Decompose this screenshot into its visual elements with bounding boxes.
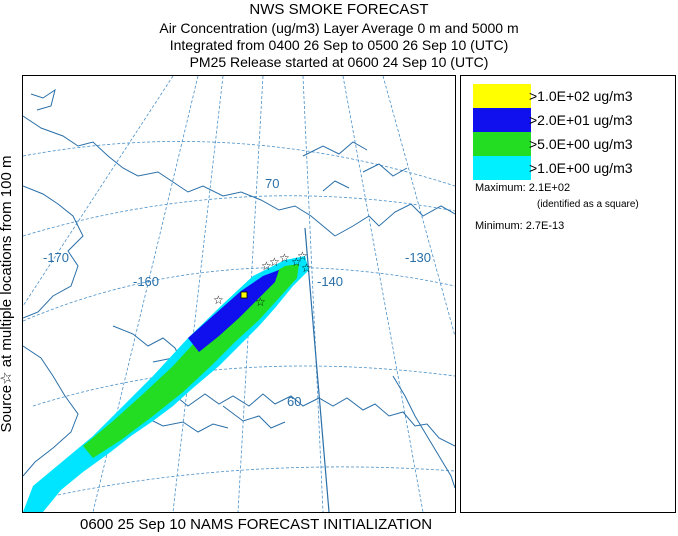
legend-label: >2.0E+01 ug/m3 xyxy=(529,112,633,128)
legend-swatch xyxy=(473,108,531,132)
map-canvas: ☆ ☆ ☆ ☆ ☆ ☆ ☆ ☆ 70 60 -170 -160 -140 -13… xyxy=(23,76,455,512)
coast-kodiak xyxy=(222,405,286,429)
legend-label: >1.0E+02 ug/m3 xyxy=(529,88,633,104)
legend-swatch xyxy=(473,132,531,156)
lat-75-line xyxy=(23,141,455,187)
lon-130-label: -130 xyxy=(405,250,431,265)
lon-140-line xyxy=(302,76,324,512)
coast-panhandle xyxy=(392,375,455,489)
lon-170-label: -170 xyxy=(43,250,69,265)
map-panel: ☆ ☆ ☆ ☆ ☆ ☆ ☆ ☆ 70 60 -170 -160 -140 -13… xyxy=(22,75,456,513)
forecast-parameter-line: Air Concentration (ug/m3) Layer Average … xyxy=(159,20,519,36)
maximum-label: Maximum: 2.1E+02 xyxy=(475,182,571,194)
legend-item-yellow: >1.0E+02 ug/m3 xyxy=(473,84,673,108)
plume-green-level xyxy=(83,264,299,458)
coast-chukotka xyxy=(23,185,84,319)
forecast-title: NWS SMOKE FORECAST xyxy=(249,1,429,18)
lon-120-line xyxy=(382,76,455,337)
source-markers: ☆ ☆ ☆ ☆ ☆ ☆ ☆ ☆ xyxy=(213,249,312,309)
lat-70-label: 70 xyxy=(265,176,279,191)
source-star: ☆ xyxy=(291,255,302,269)
source-star: ☆ xyxy=(301,261,312,275)
initialization-footer: 0600 25 Sep 10 NAMS FORECAST INITIALIZAT… xyxy=(80,516,433,533)
lat-70-line xyxy=(23,195,455,237)
legend-label: >5.0E+00 ug/m3 xyxy=(529,136,633,152)
legend-item-cyan: >1.0E+00 ug/m3 xyxy=(473,156,673,180)
maximum-note: (identified as a square) xyxy=(537,199,639,210)
source-star: ☆ xyxy=(297,249,308,263)
legend-panel: >1.0E+02 ug/m3 >2.0E+01 ug/m3 >5.0E+00 u… xyxy=(460,75,676,513)
source-star: ☆ xyxy=(213,293,224,307)
graticule xyxy=(23,76,455,512)
source-star: ☆ xyxy=(279,251,290,265)
source-star: ☆ xyxy=(261,259,272,273)
minimum-label: Minimum: 2.7E-13 xyxy=(475,220,565,232)
lon-150-line xyxy=(237,76,264,512)
lat-60-line xyxy=(32,365,455,407)
coastlines xyxy=(23,88,455,489)
maximum-square-marker xyxy=(240,291,248,299)
forecast-release-line: PM25 Release started at 0600 24 Sep 10 (… xyxy=(189,54,489,70)
legend-item-blue: >2.0E+01 ug/m3 xyxy=(473,108,673,132)
legend-label: >1.0E+00 ug/m3 xyxy=(529,160,633,176)
source-star: ☆ xyxy=(269,255,280,269)
lon-160-line xyxy=(172,76,224,512)
forecast-integration-line: Integrated from 0400 26 Sep to 0500 26 S… xyxy=(169,37,509,53)
lon-180-line xyxy=(23,76,174,307)
legend-swatch xyxy=(473,156,531,180)
lat-60-label: 60 xyxy=(287,394,301,409)
legend-item-green: >5.0E+00 ug/m3 xyxy=(473,132,673,156)
coast-wrangel xyxy=(30,88,56,111)
coast-islands-1 xyxy=(302,141,368,157)
coast-kamchatka xyxy=(23,345,79,477)
coast-arctic xyxy=(23,115,336,237)
lon-130-line xyxy=(342,76,424,512)
source-star: ☆ xyxy=(255,295,266,309)
lat-65-line xyxy=(23,267,455,322)
coast-islands-2 xyxy=(362,163,408,177)
lon-140-label: -140 xyxy=(317,274,343,289)
smoke-plume xyxy=(23,256,309,512)
coast-islands-3 xyxy=(322,180,350,192)
legend-swatch xyxy=(473,84,531,108)
source-side-label: Source☆ at multiple locations from 100 m xyxy=(0,156,15,433)
lat-55-line xyxy=(52,466,455,497)
lon-160-label: -160 xyxy=(133,274,159,289)
plume-blue-level xyxy=(188,270,279,352)
coast-canada-arctic xyxy=(334,203,455,237)
alaska-canada-border xyxy=(304,227,330,512)
coast-bristol xyxy=(142,415,229,433)
